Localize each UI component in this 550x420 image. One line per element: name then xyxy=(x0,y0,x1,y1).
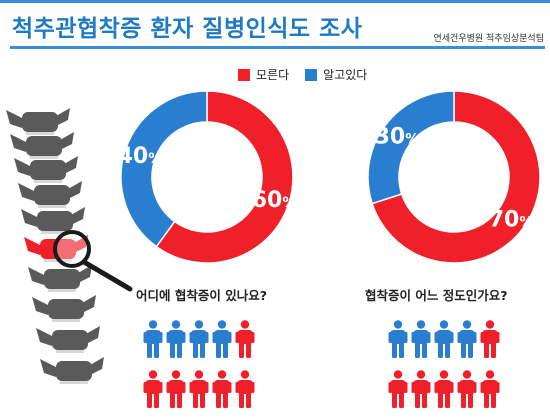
vertebra xyxy=(6,108,70,135)
spine-vertebrae xyxy=(6,108,104,384)
person-icon-known xyxy=(143,320,163,358)
donut-slice-1-0 xyxy=(371,90,541,264)
donut-label-1-0: 70% xyxy=(489,207,534,232)
person-icon-unknown xyxy=(480,320,500,358)
person-icon-known xyxy=(212,320,232,358)
chart-legend: 모른다 알고있다 xyxy=(238,66,383,83)
vertebra xyxy=(36,326,100,353)
person-icon-unknown xyxy=(143,370,163,408)
person-icon-known xyxy=(388,320,408,358)
person-icon-known xyxy=(166,320,186,358)
donut-slice-1-1 xyxy=(367,90,455,205)
legend-label-unknown: 모른다 xyxy=(256,68,290,82)
vertebra xyxy=(10,132,74,159)
person-icon-unknown xyxy=(480,370,500,408)
donut-charts: 60% 40% 70% 30% xyxy=(118,90,541,264)
donut-slice-0-1 xyxy=(120,90,208,248)
person-icon-known xyxy=(189,320,209,358)
person-icon-unknown xyxy=(235,370,255,408)
person-icon-unknown xyxy=(411,370,431,408)
vertebra xyxy=(21,207,85,234)
person-icon-unknown xyxy=(434,370,454,408)
legend-swatch-known xyxy=(305,68,318,81)
donut-slice-0-0 xyxy=(155,90,294,264)
magnifier-handle xyxy=(81,259,133,292)
person-icon-known xyxy=(434,320,454,358)
person-icon-unknown xyxy=(166,370,186,408)
pictogram-severity xyxy=(388,320,500,408)
person-icon-known xyxy=(411,320,431,358)
person-icon-unknown xyxy=(212,370,232,408)
vertebra xyxy=(14,156,78,183)
donut-label-0-0: 60% xyxy=(252,188,297,213)
magnifier-lens xyxy=(53,230,91,268)
spine-illustration xyxy=(6,108,133,384)
vertebra xyxy=(18,181,82,208)
donut-label-1-1: 30% xyxy=(375,125,420,150)
pictogram-location xyxy=(143,320,255,408)
legend-swatch-unknown xyxy=(238,68,250,81)
source-credit: 연세건우병원 척추임상분석팀 xyxy=(433,34,544,44)
page-title: 척추관협착증 환자 질병인식도 조사 xyxy=(12,16,363,42)
person-icon-unknown xyxy=(388,370,408,408)
top-accent-line xyxy=(0,0,550,3)
person-icon-unknown xyxy=(189,370,209,408)
donut-label-0-1: 40% xyxy=(118,144,163,169)
question-severity: 협착증이 어느 정도인가요? xyxy=(365,288,508,303)
title-underline xyxy=(10,46,545,49)
legend-label-known: 알고있다 xyxy=(323,68,368,82)
vertebra xyxy=(28,265,92,292)
vertebra xyxy=(32,295,96,322)
person-icon-unknown xyxy=(457,370,477,408)
person-icon-known xyxy=(457,320,477,358)
person-icon-unknown xyxy=(235,320,255,358)
vertebra xyxy=(40,357,104,384)
question-location: 어디에 협착증이 있나요? xyxy=(136,288,267,303)
